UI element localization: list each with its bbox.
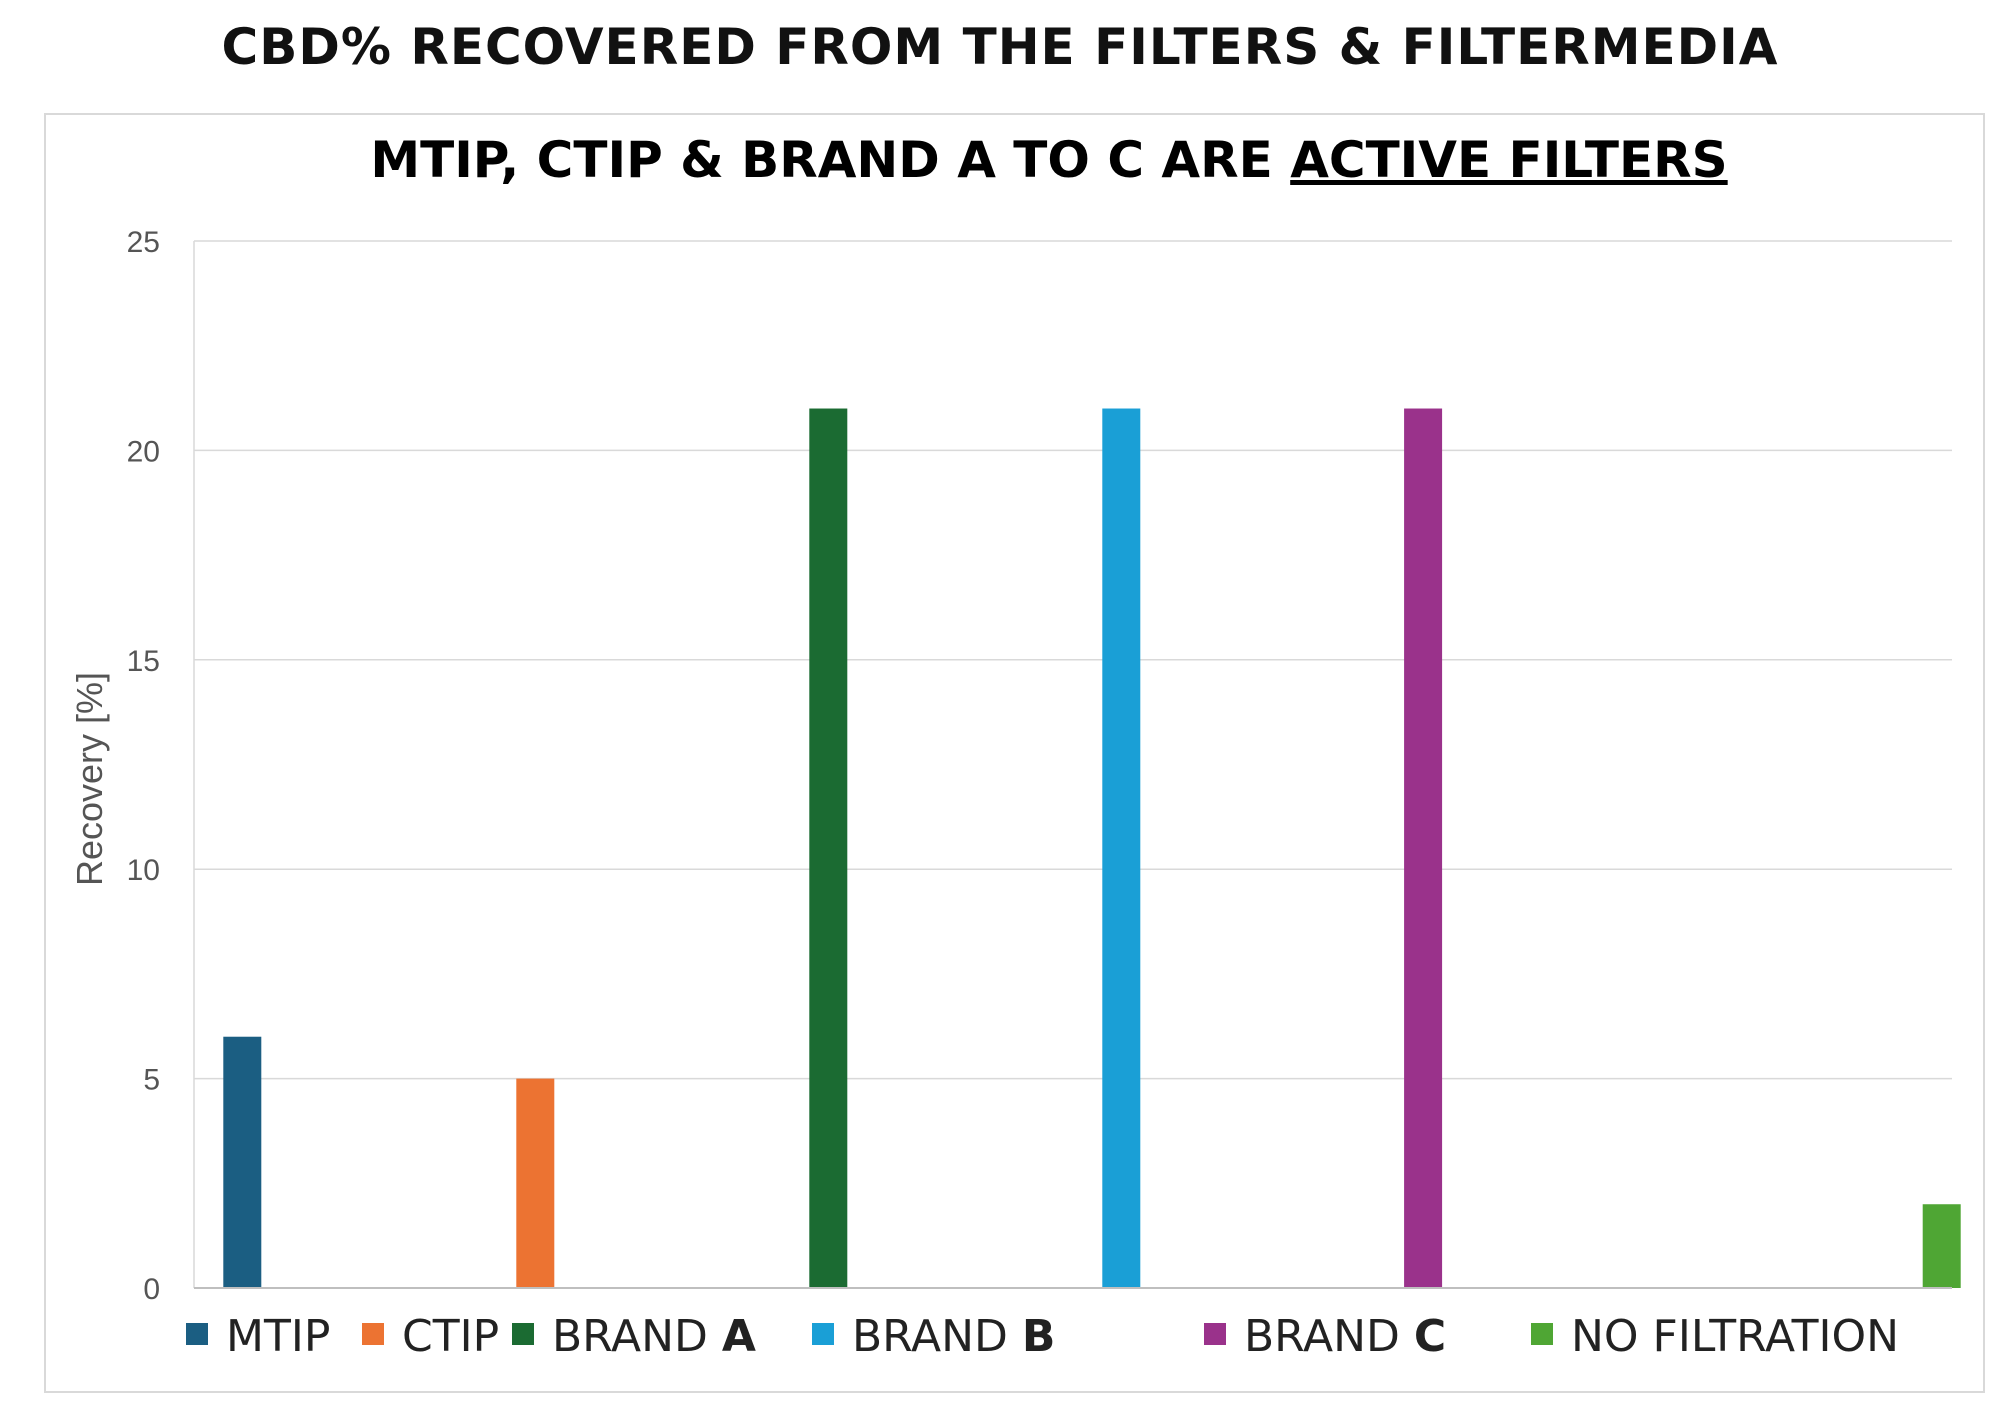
chart-title: MTIP, CTIP & BRAND A TO C ARE ACTIVE FIL… [370,131,1727,189]
legend: MTIP CTIP BRAND A BRAND B BRAND C NO FILTRATI… [186,1311,1899,1362]
legend-label-brand-b: BRAND B [852,1311,1055,1362]
y-tick-label: 15 [127,645,160,678]
legend-label-text: BRAND [852,1311,1022,1362]
bars [223,408,1961,1288]
y-axis-label: Recovery [%] [69,672,110,886]
y-tick-label: 10 [127,854,160,887]
legend-label-text: BRAND [1244,1311,1414,1362]
bar-chart: MTIP, CTIP & BRAND A TO C ARE ACTIVE FIL… [69,131,1961,1362]
chart-title-underlined: ACTIVE FILTERS [1290,131,1727,189]
legend-swatch-no-filtration [1531,1323,1553,1345]
bar-mtip [223,1036,262,1288]
legend-label-brand-a: BRAND A [552,1311,756,1362]
legend-swatch-brand-b [812,1323,834,1345]
bar-brand-b [1102,408,1141,1288]
legend-label-text: CTIP [402,1311,499,1362]
legend-label-no-filtration: NO FILTRATION [1571,1311,1899,1362]
bar-brand-a [809,408,848,1288]
legend-label-bold: C [1414,1311,1446,1362]
y-tick-label: 25 [127,226,160,259]
legend-label-mtip: MTIP [226,1311,330,1362]
bar-brand-c [1404,408,1443,1288]
y-tick-label: 0 [143,1273,160,1306]
bar-no-filtration [1922,1204,1961,1288]
legend-label-ctip: CTIP [402,1311,499,1362]
legend-label-brand-c: BRAND C [1244,1311,1446,1362]
legend-swatch-mtip [186,1323,208,1345]
legend-label-bold: B [1022,1311,1056,1362]
legend-label-text: NO FILTRATION [1571,1311,1899,1362]
legend-label-text: BRAND [552,1311,722,1362]
gridlines [193,240,1952,1288]
bar-ctip [516,1078,555,1288]
legend-label-text: MTIP [226,1311,330,1362]
chart-area: MTIP, CTIP & BRAND A TO C ARE ACTIVE FIL… [44,113,1985,1393]
legend-swatch-brand-c [1204,1323,1226,1345]
chart-title-plain: MTIP, CTIP & BRAND A TO C ARE [370,131,1290,189]
legend-label-bold: A [722,1311,756,1362]
page-title: CBD% RECOVERED FROM THE FILTERS & FILTER… [221,18,1779,76]
legend-swatch-ctip [362,1323,384,1345]
y-tick-label: 20 [127,435,160,468]
y-tick-label: 5 [143,1064,160,1097]
y-axis-ticks: 0 5 10 15 20 25 [127,226,160,1306]
legend-swatch-brand-a [512,1323,534,1345]
